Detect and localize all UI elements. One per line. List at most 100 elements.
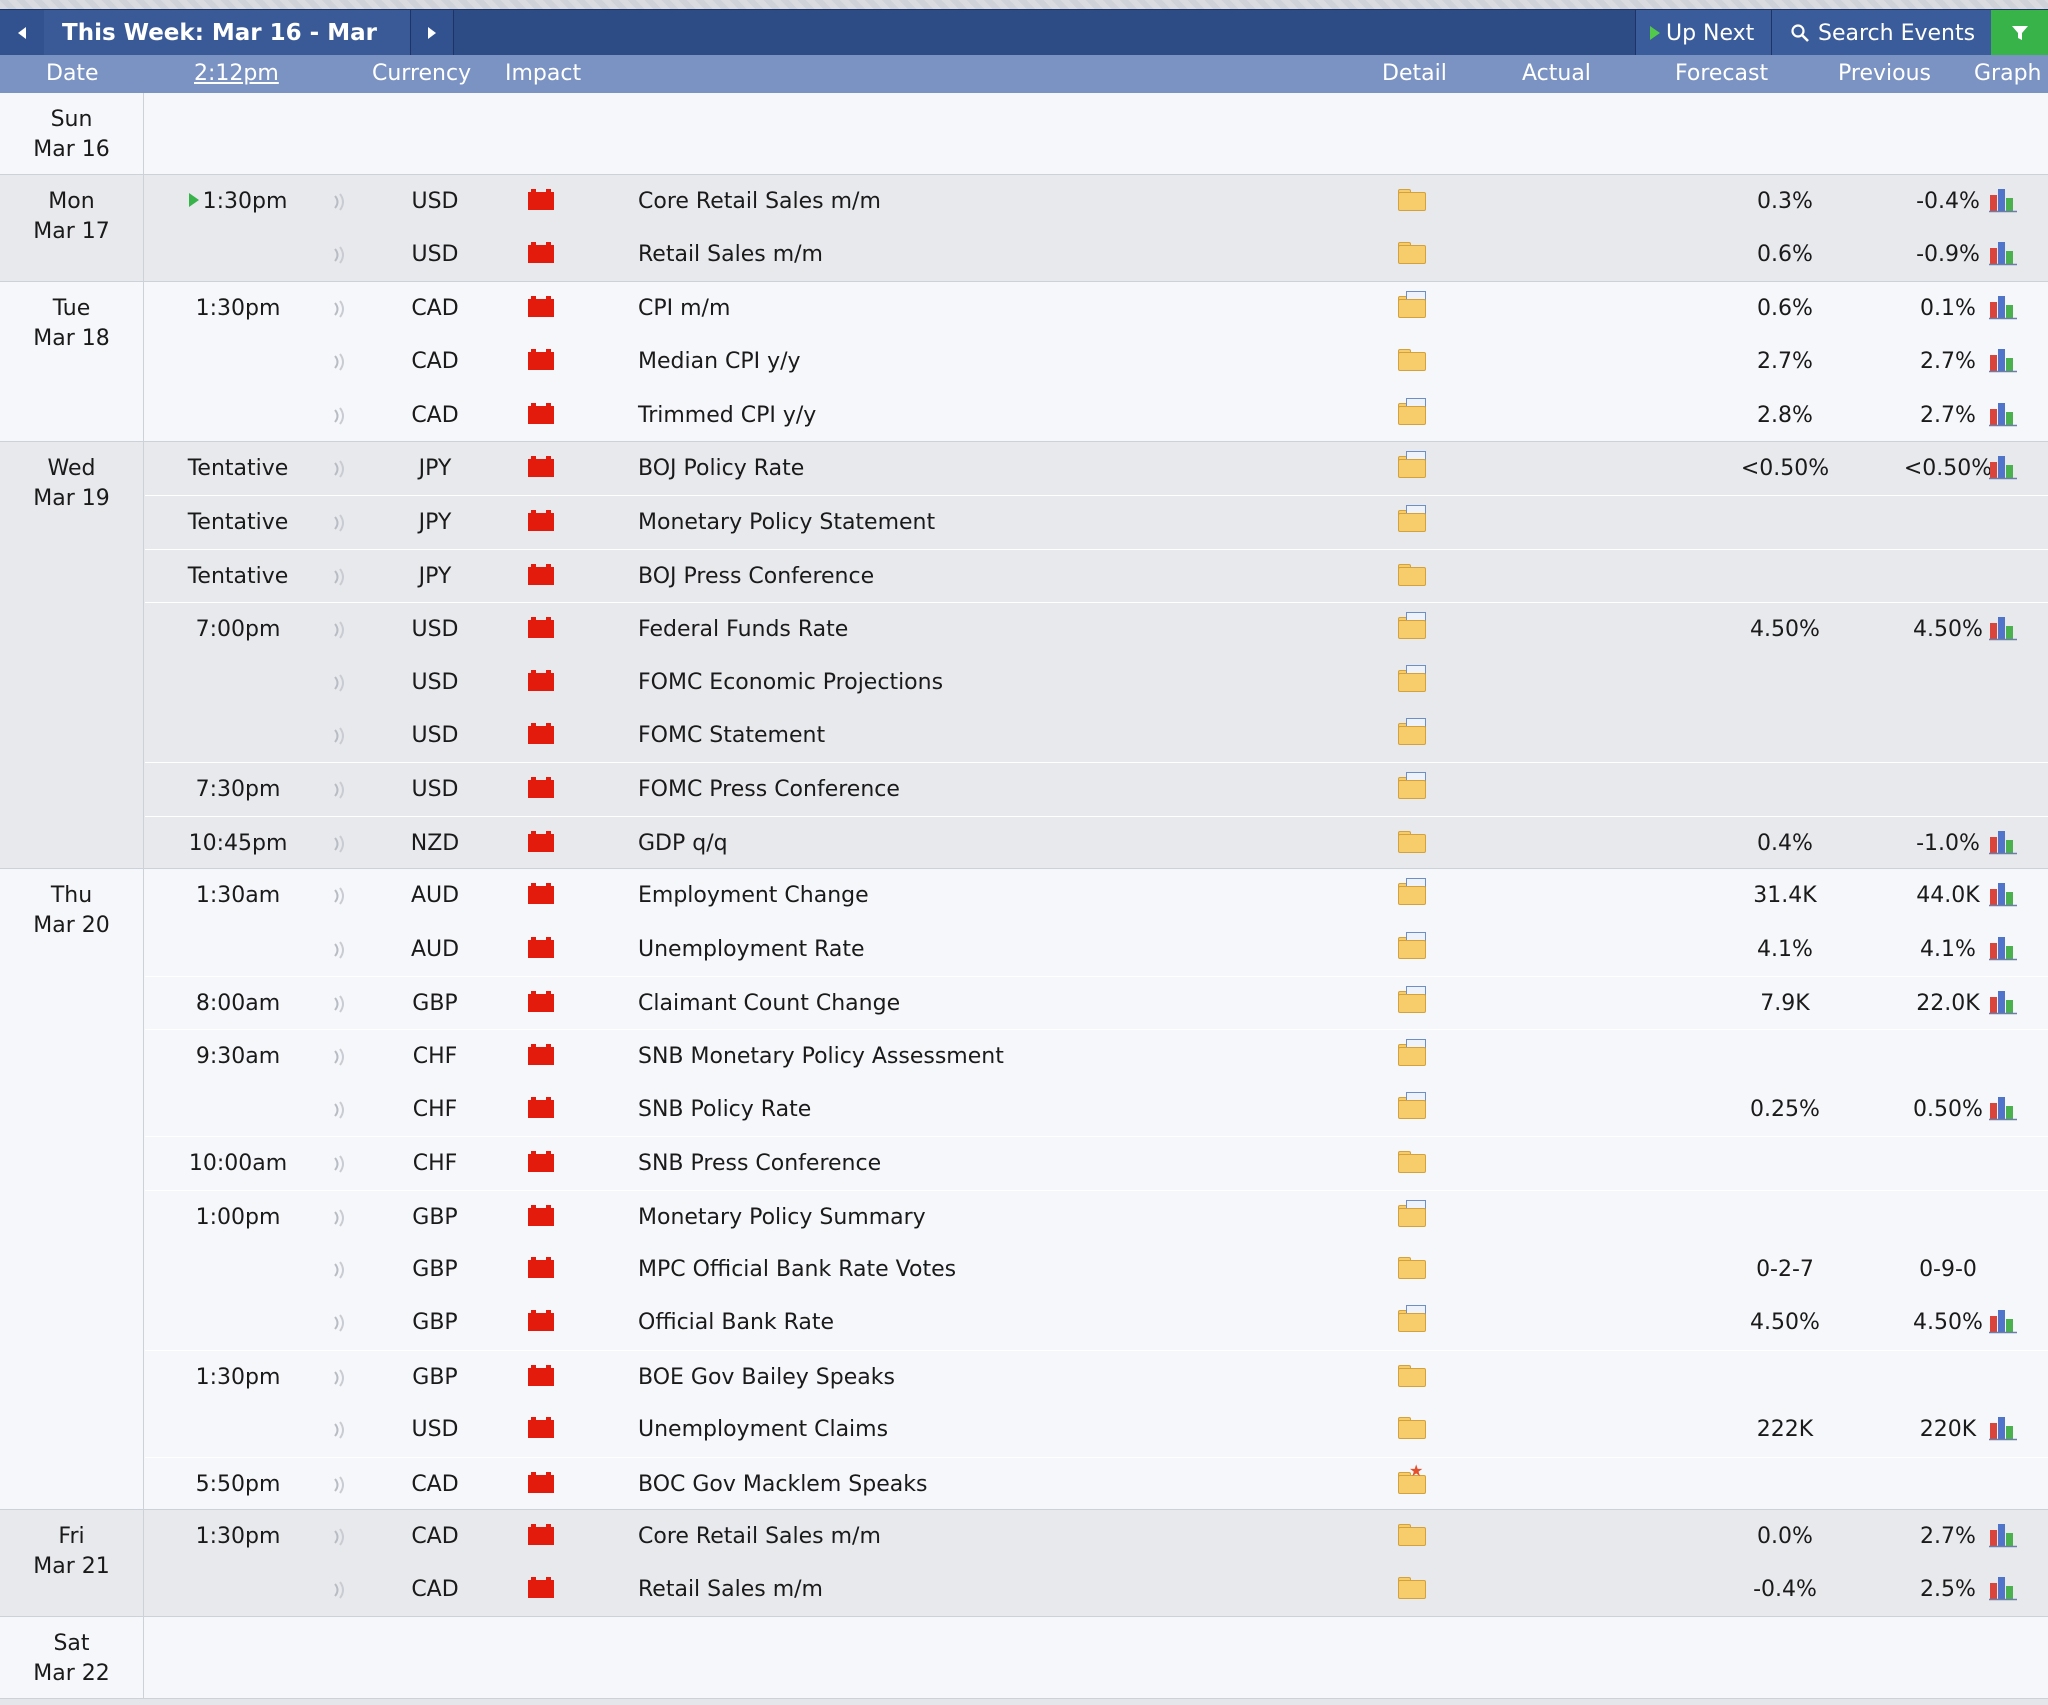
event-row[interactable]: GBP Official Bank Rate 4.50% 4.50%: [145, 1296, 2048, 1349]
folder-star-icon[interactable]: ★: [1398, 1462, 1426, 1494]
event-title[interactable]: BOE Gov Bailey Speaks: [638, 1364, 895, 1390]
event-previous[interactable]: 4.50%: [1913, 617, 1983, 643]
event-row[interactable]: CAD Retail Sales m/m -0.4% 2.5%: [145, 1563, 2048, 1616]
event-previous[interactable]: 44.0K: [1916, 883, 1980, 909]
sound-wave-icon[interactable]: [325, 817, 355, 870]
bar-chart-icon[interactable]: [1988, 881, 2018, 913]
event-row[interactable]: 1:30pm CAD CPI m/m 0.6% 0.1%: [145, 282, 2048, 335]
event-title[interactable]: SNB Policy Rate: [638, 1096, 812, 1122]
folder-icon[interactable]: [1398, 348, 1426, 372]
bar-chart-icon[interactable]: [1988, 294, 2018, 326]
sound-wave-icon[interactable]: [325, 709, 355, 762]
bar-chart-icon[interactable]: [1988, 989, 2018, 1021]
bar-chart-icon[interactable]: [1988, 1522, 2018, 1554]
event-title[interactable]: FOMC Economic Projections: [638, 669, 944, 695]
folder-doc-icon[interactable]: [1398, 878, 1426, 906]
sound-wave-icon[interactable]: [325, 869, 355, 922]
bar-chart-icon[interactable]: [1988, 240, 2018, 272]
event-row[interactable]: GBP MPC Official Bank Rate Votes 0-2-7 0-9-…: [145, 1243, 2048, 1296]
folder-doc-icon[interactable]: [1398, 290, 1426, 318]
event-title[interactable]: BOJ Press Conference: [638, 563, 875, 589]
sound-wave-icon[interactable]: [325, 496, 355, 549]
folder-doc-icon[interactable]: [1398, 931, 1426, 959]
sound-wave-icon[interactable]: [325, 656, 355, 709]
sound-wave-icon[interactable]: [325, 923, 355, 976]
event-row[interactable]: 5:50pm CAD BOC Gov Macklem Speaks ★: [145, 1456, 2048, 1511]
event-title[interactable]: FOMC Statement: [638, 723, 826, 748]
sound-wave-icon[interactable]: [325, 977, 355, 1030]
event-row[interactable]: USD FOMC Economic Projections: [145, 656, 2048, 709]
folder-doc-icon[interactable]: [1398, 612, 1426, 640]
bar-chart-icon[interactable]: [1988, 1415, 2018, 1447]
event-row[interactable]: CAD Median CPI y/y 2.7% 2.7%: [145, 335, 2048, 388]
event-title[interactable]: GDP q/q: [638, 830, 728, 856]
event-title[interactable]: Unemployment Claims: [638, 1417, 889, 1443]
event-row[interactable]: Tentative JPY BOJ Press Conference: [145, 548, 2048, 603]
event-previous[interactable]: 4.50%: [1913, 1310, 1983, 1336]
event-row[interactable]: AUD Unemployment Rate 4.1% 4.1%: [145, 923, 2048, 976]
sound-wave-icon[interactable]: [325, 1510, 355, 1563]
search-events-button[interactable]: Search Events: [1771, 10, 1992, 56]
sound-wave-icon[interactable]: [325, 1137, 355, 1190]
bar-chart-icon[interactable]: [1988, 829, 2018, 861]
folder-icon[interactable]: [1398, 1150, 1426, 1174]
folder-icon[interactable]: [1398, 1416, 1426, 1440]
event-previous[interactable]: 2.7%: [1920, 1524, 1976, 1549]
folder-doc-icon[interactable]: [1398, 664, 1426, 692]
folder-icon[interactable]: [1398, 1576, 1426, 1600]
sound-wave-icon[interactable]: [325, 1191, 355, 1244]
sound-wave-icon[interactable]: [325, 1083, 355, 1136]
event-title[interactable]: Claimant Count Change: [638, 990, 901, 1016]
event-row[interactable]: Tentative JPY BOJ Policy Rate <0.50% <0.50%: [145, 442, 2048, 495]
previous-week-button[interactable]: [0, 10, 45, 56]
event-previous[interactable]: -0.9%: [1916, 242, 1980, 268]
folder-doc-icon[interactable]: [1398, 1091, 1426, 1119]
event-previous[interactable]: 4.1%: [1920, 936, 1976, 962]
sound-wave-icon[interactable]: [325, 282, 355, 335]
next-week-button[interactable]: [410, 10, 454, 56]
event-row[interactable]: 1:30pm CAD Core Retail Sales m/m 0.0% 2.7%: [145, 1510, 2048, 1563]
bar-chart-icon[interactable]: [1988, 454, 2018, 486]
bar-chart-icon[interactable]: [1988, 1308, 2018, 1340]
folder-icon[interactable]: [1398, 563, 1426, 586]
sound-wave-icon[interactable]: [325, 1243, 355, 1296]
event-title[interactable]: FOMC Press Conference: [638, 777, 900, 803]
folder-icon[interactable]: [1398, 241, 1426, 265]
event-row[interactable]: 10:45pm NZD GDP q/q 0.4% -1.0%: [145, 815, 2048, 870]
filter-button[interactable]: [1991, 10, 2048, 56]
event-previous[interactable]: 0.1%: [1920, 295, 1976, 321]
event-row[interactable]: 7:30pm USD FOMC Press Conference: [145, 762, 2048, 816]
event-row[interactable]: 1:30am AUD Employment Change 31.4K 44.0K: [145, 869, 2048, 922]
event-row[interactable]: USD FOMC Statement: [145, 709, 2048, 762]
folder-doc-icon[interactable]: [1398, 718, 1426, 745]
event-title[interactable]: CPI m/m: [638, 295, 731, 321]
event-title[interactable]: Employment Change: [638, 883, 869, 909]
folder-doc-icon[interactable]: [1398, 1199, 1426, 1227]
event-previous[interactable]: -1.0%: [1916, 830, 1980, 856]
event-previous[interactable]: -0.4%: [1916, 189, 1980, 214]
bar-chart-icon[interactable]: [1988, 935, 2018, 967]
bar-chart-icon[interactable]: [1988, 1575, 2018, 1607]
event-title[interactable]: BOJ Policy Rate: [638, 456, 805, 481]
folder-doc-icon[interactable]: [1398, 505, 1426, 533]
bar-chart-icon[interactable]: [1988, 1095, 2018, 1127]
folder-doc-icon[interactable]: [1398, 1305, 1426, 1333]
event-title[interactable]: Trimmed CPI y/y: [638, 402, 817, 428]
event-title[interactable]: Retail Sales m/m: [638, 242, 823, 268]
event-title[interactable]: Retail Sales m/m: [638, 1577, 823, 1603]
bar-chart-icon[interactable]: [1988, 401, 2018, 433]
event-row[interactable]: 10:00am CHF SNB Press Conference: [145, 1136, 2048, 1190]
folder-icon[interactable]: [1398, 1256, 1426, 1279]
event-row[interactable]: 1:30pm USD Core Retail Sales m/m 0.3% -0.4%: [145, 175, 2048, 228]
event-title[interactable]: Core Retail Sales m/m: [638, 189, 881, 214]
event-row[interactable]: 1:30pm GBP BOE Gov Bailey Speaks: [145, 1349, 2048, 1404]
sound-wave-icon[interactable]: [325, 603, 355, 656]
up-next-button[interactable]: Up Next: [1635, 10, 1771, 56]
event-previous[interactable]: 22.0K: [1916, 990, 1980, 1016]
sound-wave-icon[interactable]: [325, 442, 355, 495]
event-previous[interactable]: 2.7%: [1920, 402, 1976, 428]
sound-wave-icon[interactable]: [325, 389, 355, 442]
folder-doc-icon[interactable]: [1398, 1039, 1426, 1067]
event-title[interactable]: MPC Official Bank Rate Votes: [638, 1256, 957, 1282]
sound-wave-icon[interactable]: [325, 1458, 355, 1511]
